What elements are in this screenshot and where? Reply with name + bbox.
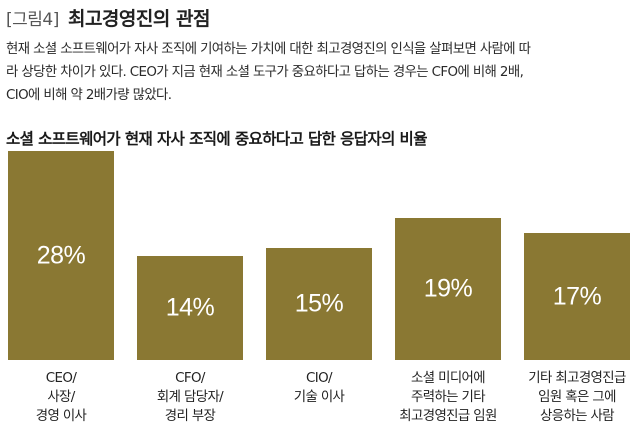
bar-value-label: 17% — [552, 282, 602, 311]
category-label-line: 상응하는 사람 — [540, 409, 615, 424]
category-label: CFO/회계 담당자/경리 부장 — [129, 369, 251, 426]
bar-value-label: 15% — [294, 289, 344, 318]
category-label-line: 기술 이사 — [293, 390, 345, 405]
bar — [395, 218, 501, 360]
category-label-line: 경영 이사 — [35, 409, 87, 424]
bar — [524, 233, 630, 360]
category-label: CIO/기술 이사 — [258, 369, 380, 407]
category-label-line: 임원 혹은 그에 — [538, 390, 616, 405]
bar — [266, 248, 372, 360]
category-label-line: 최고경영진급 임원 — [399, 409, 497, 424]
category-label-line: 회계 담당자/ — [156, 390, 224, 405]
category-label-line: 소셜 미디어에 — [411, 371, 486, 386]
category-label-line: 주력하는 기타 — [411, 390, 486, 405]
chart-title: 소셜 소프트웨어가 현재 자사 조직에 중요하다고 답한 응답자의 비율 — [6, 130, 427, 148]
category-label-line: 기타 최고경영진급 — [528, 371, 626, 386]
category-label-line: 경리 부장 — [164, 409, 216, 424]
category-label-line: CIO/ — [306, 371, 333, 386]
category-label-line: 사장/ — [47, 390, 75, 405]
description: 현재 소셜 소프트웨어가 자사 조직에 기여하는 가치에 대한 최고경영진의 인… — [6, 38, 634, 107]
figure-tag: [그림4] — [6, 10, 59, 30]
figure-header: [그림4] 최고경영진의 관점 — [6, 4, 210, 34]
description-line: CIO에 비해 약 2배가량 많았다. — [6, 88, 172, 103]
bar-value-label: 19% — [423, 274, 473, 303]
category-label: CEO/사장/경영 이사 — [0, 369, 122, 426]
figure-title: 최고경영진의 관점 — [67, 8, 210, 30]
category-label-line: CFO/ — [175, 371, 205, 386]
bar — [8, 151, 114, 360]
description-line: 라 상당한 차이가 있다. CEO가 지금 현재 소셜 도구가 중요하다고 답하… — [6, 65, 524, 80]
bar-value-label: 14% — [165, 293, 215, 322]
category-label-line: CEO/ — [45, 371, 77, 386]
bar-chart: 28% CEO/사장/경영 이사 14% CFO/회계 담당자/경리 부장 15% CIO… — [0, 150, 640, 440]
bar — [137, 255, 243, 360]
bar-value-label: 28% — [36, 241, 86, 270]
description-line: 현재 소셜 소프트웨어가 자사 조직에 기여하는 가치에 대한 최고경영진의 인… — [6, 42, 531, 57]
